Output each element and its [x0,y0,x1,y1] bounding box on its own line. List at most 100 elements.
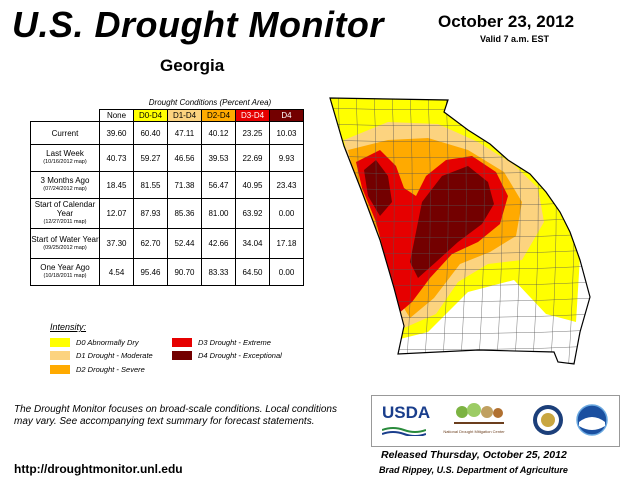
table-cell: 40.12 [201,121,236,145]
legend-item-d1: D1 Drought - Moderate [50,350,153,360]
legend-label-d0: D0 Abnormally Dry [76,337,139,347]
legend-label-d3: D3 Drought - Extreme [198,337,271,347]
county-line [585,98,590,364]
table-cell: 12.07 [99,198,134,229]
legend-title: Intensity: [50,322,87,332]
legend-label-d4: D4 Drought - Exceptional [198,350,282,360]
column-header-d2-d4: D2-D4 [201,109,236,122]
table-cell: 83.33 [201,258,236,286]
noaa-logo-icon [576,404,608,436]
drought-conditions-table: None D0-D4 D1-D4 D2-D4 D3-D4 D4 Current 3… [30,109,304,286]
row-label-text: Current [51,128,79,138]
column-header-d0-d4: D0-D4 [133,109,168,122]
legend-item-d0: D0 Abnormally Dry [50,337,139,347]
table-cell: 18.45 [99,171,134,199]
table-cell: 0.00 [269,258,304,286]
state-name: Georgia [160,56,225,75]
ndmc-logo-trees [454,403,504,424]
county-line [441,98,449,364]
table-row: 3 Months Ago (07/24/2012 map) 18.45 81.55 71… [30,171,304,199]
column-header-d3-d4: D3-D4 [235,109,270,122]
monitor-note: The Drought Monitor focuses on broad-sca… [14,404,337,427]
row-label: Current [30,121,100,145]
partner-logos: USDA National Drought Mitigation Center [371,395,620,447]
legend-item-d3: D3 Drought - Extreme [172,337,271,347]
table-cell: 10.03 [269,121,304,145]
row-label-date: (09/25/2012 map) [43,244,87,251]
table-cell: 0.00 [269,198,304,229]
table-cell: 42.66 [201,228,236,259]
legend-swatch-d2 [50,364,70,374]
table-cell: 59.27 [133,144,168,172]
row-label-date: (07/24/2012 map) [43,186,87,192]
legend-label-d2: D2 Drought - Severe [76,364,145,374]
table-cell: 81.55 [133,171,168,199]
county-line [333,98,341,364]
legend-item-d2: D2 Drought - Severe [50,364,145,374]
table-row: Current 39.60 60.40 47.11 40.12 23.25 10.03 [30,121,304,145]
legend-label-d1: D1 Drought - Moderate [76,350,153,360]
table-caption: Drought Conditions (Percent Area) [148,98,272,107]
usda-logo: USDA [382,403,431,422]
commerce-seal-icon [533,405,563,435]
column-header-d4: D4 [269,109,304,122]
table-cell: 4.54 [99,258,134,286]
row-label: 3 Months Ago (07/24/2012 map) [30,171,100,199]
table-cell: 95.46 [133,258,168,286]
legend-swatch-d0 [50,337,70,347]
table-corner [31,110,100,122]
table-cell: 90.70 [167,258,202,286]
table-cell: 71.38 [167,171,202,199]
map-area-d4-west [364,160,392,216]
table-cell: 56.47 [201,171,236,199]
table-cell: 39.60 [99,121,134,145]
table-cell: 81.00 [201,198,236,229]
table-cell: 85.36 [167,198,202,229]
row-label-text: One Year Ago [40,263,90,272]
map-date: October 23, 2012 [438,12,575,31]
table-body: Current 39.60 60.40 47.11 40.12 23.25 10.03 Las… [30,121,304,286]
table-header-row: None D0-D4 D1-D4 D2-D4 D3-D4 D4 [31,109,304,122]
row-label-text: Start of Calendar Year [34,200,96,218]
website-link[interactable]: http://droughtmonitor.unl.edu [14,462,183,476]
release-date: Released Thursday, October 25, 2012 [381,449,567,461]
table-cell: 62.70 [133,228,168,259]
author: Brad Rippey, U.S. Department of Agricult… [379,465,568,475]
page-title: U.S. Drought Monitor [12,4,384,45]
column-header-none: None [99,109,134,122]
table-cell: 39.53 [201,144,236,172]
table-row: Last Week (10/16/2012 map) 40.73 59.27 46.56… [30,144,304,172]
usda-logo-waves [382,427,426,436]
table-cell: 40.95 [235,171,270,199]
table-row: Start of Water Year (09/25/2012 map) 37.30… [30,228,304,259]
county-line [405,98,413,364]
table-cell: 60.40 [133,121,168,145]
county-line [423,98,431,364]
table-cell: 87.93 [133,198,168,229]
legend-swatch-d1 [50,350,70,360]
table-cell: 17.18 [269,228,304,259]
ndmc-logo-text: National Drought Mitigation Center [443,429,505,434]
table-cell: 63.92 [235,198,270,229]
table-cell: 46.56 [167,144,202,172]
table-cell: 9.93 [269,144,304,172]
table-cell: 23.43 [269,171,304,199]
table-cell: 34.04 [235,228,270,259]
georgia-drought-map [329,97,591,365]
table-cell: 47.11 [167,121,202,145]
row-label: Start of Water Year (09/25/2012 map) [30,228,100,259]
row-label-text: 3 Months Ago [40,176,90,185]
table-cell: 52.44 [167,228,202,259]
row-label-text: Last Week [46,149,84,158]
row-label-text: Start of Water Year [31,234,99,244]
row-label-date: (12/27/2011 map) [43,219,87,225]
table-row: One Year Ago (10/18/2011 map) 4.54 95.46 90.… [30,258,304,286]
legend-swatch-d3 [172,337,192,347]
table-cell: 64.50 [235,258,270,286]
table-row: Start of Calendar Year (12/27/2011 map) 12… [30,198,304,229]
row-label: Last Week (10/16/2012 map) [30,144,100,172]
row-label: One Year Ago (10/18/2011 map) [30,258,100,286]
table-cell: 22.69 [235,144,270,172]
table-cell: 40.73 [99,144,134,172]
row-label-date: (10/16/2012 map) [43,159,87,165]
